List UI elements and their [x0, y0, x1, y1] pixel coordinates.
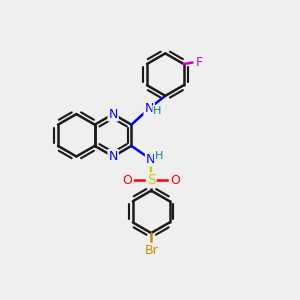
Text: N: N — [108, 150, 118, 163]
Text: N: N — [108, 108, 118, 121]
Text: H: H — [155, 151, 163, 161]
Text: Br: Br — [144, 244, 158, 256]
Text: N: N — [146, 153, 155, 166]
Text: H: H — [153, 106, 162, 116]
Text: F: F — [195, 56, 203, 69]
Text: O: O — [123, 174, 133, 187]
Text: O: O — [170, 174, 180, 187]
Text: N: N — [144, 102, 154, 115]
Text: S: S — [147, 173, 156, 187]
